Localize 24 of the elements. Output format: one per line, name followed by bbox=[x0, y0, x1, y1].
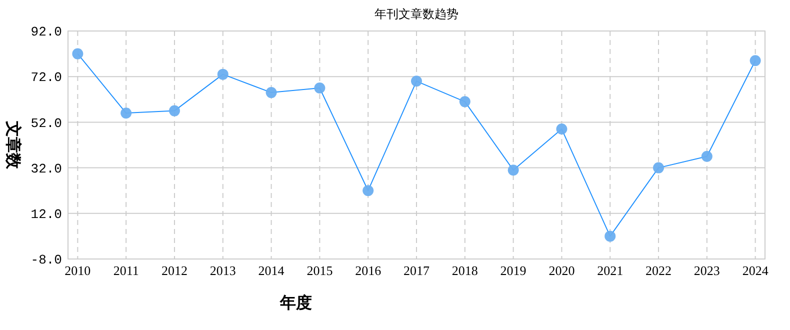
x-tick-label: 2019 bbox=[500, 263, 526, 278]
x-axis-title: 年度 bbox=[279, 293, 312, 312]
chart-title: 年刊文章数趋势 bbox=[374, 7, 458, 21]
y-tick-label: 52.0 bbox=[30, 116, 62, 131]
x-tick-label: 2014 bbox=[258, 263, 285, 278]
y-axis-title: 文章数 bbox=[4, 120, 23, 170]
x-tick-label: 2013 bbox=[210, 263, 236, 278]
x-tick-label: 2017 bbox=[404, 263, 430, 278]
x-tick-label: 2023 bbox=[694, 263, 720, 278]
y-tick-label: 32.0 bbox=[30, 161, 62, 176]
x-tick-label: 2021 bbox=[597, 263, 624, 278]
x-tick-label: 2022 bbox=[646, 263, 672, 278]
y-tick-label: -8.0 bbox=[30, 252, 62, 268]
x-tick-label: 2012 bbox=[161, 263, 188, 278]
x-tick-label: 2024 bbox=[742, 263, 769, 278]
y-tick-label: 12.0 bbox=[30, 206, 62, 222]
x-tick-label: 2010 bbox=[64, 263, 91, 278]
x-tick-label: 2020 bbox=[548, 263, 575, 278]
x-tick-label: 2015 bbox=[306, 263, 333, 278]
x-tick-label: 2011 bbox=[113, 263, 139, 278]
y-tick-label: 72.0 bbox=[30, 70, 62, 86]
y-tick-label: 92.0 bbox=[30, 24, 62, 40]
x-tick-label: 2018 bbox=[452, 263, 478, 278]
x-tick-label: 2016 bbox=[355, 263, 382, 278]
